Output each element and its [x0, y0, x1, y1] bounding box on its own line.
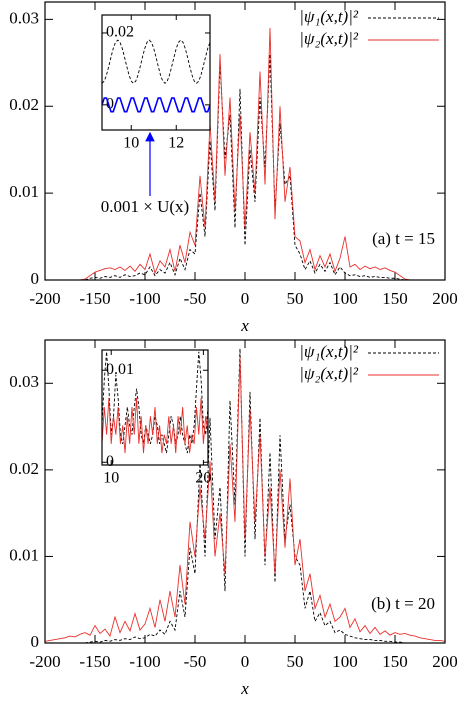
- x-tick-label: 12: [168, 135, 184, 152]
- x-tick-label: -50: [184, 652, 207, 671]
- y-tick-label: 0.02: [106, 24, 134, 41]
- panel-label: (b) t = 20: [371, 594, 435, 613]
- x-tick-label: -200: [29, 652, 60, 671]
- y-tick-label: 0: [106, 96, 114, 113]
- series-group: [102, 39, 210, 113]
- x-tick-label: 200: [432, 289, 458, 308]
- plot-frame: [101, 349, 209, 466]
- x-tick-label: 50: [287, 289, 304, 308]
- y-tick-label: 0.02: [9, 95, 39, 114]
- data-line: [45, 348, 445, 643]
- x-tick-label: 150: [382, 289, 408, 308]
- x-tick-label: 0: [241, 652, 250, 671]
- x-tick-label: 100: [332, 652, 358, 671]
- legend-label: |ψ₂(x,t)|²: [299, 29, 359, 48]
- inset: 10 12 0 0.02: [101, 14, 211, 152]
- inset: 10 20 0 0.01: [101, 349, 211, 487]
- x-tick-label: -150: [79, 652, 110, 671]
- y-tick-label: 0.03: [9, 8, 39, 27]
- y-tick-label: 0.01: [9, 545, 39, 564]
- data-line: [45, 54, 445, 280]
- y-tick-label: 0: [106, 453, 114, 470]
- panel-label: (a) t = 15: [372, 229, 435, 248]
- series-group: [45, 348, 445, 643]
- y-tick-label: 0.01: [106, 361, 134, 378]
- plot-frame: [101, 14, 211, 131]
- y-tick-label: 0.02: [9, 459, 39, 478]
- annotation: 0.001 × U(x): [101, 197, 189, 216]
- x-tick-label: -150: [79, 289, 110, 308]
- data-line: [102, 351, 208, 454]
- x-tick-label: 10: [123, 135, 139, 152]
- legend-label: |ψ₁(x,t)|²: [299, 7, 359, 26]
- x-tick-label: 200: [432, 652, 458, 671]
- x-tick-label: -50: [184, 289, 207, 308]
- panel: -200 -150 -100 -50 0 50 100 150 20000.010.020.03…: [9, 339, 458, 698]
- series-group: [45, 28, 445, 280]
- x-tick-label: 0: [241, 289, 250, 308]
- data-line: [45, 28, 445, 280]
- plot-frame: [44, 1, 446, 281]
- x-tick-label: -200: [29, 289, 60, 308]
- data-line: [102, 97, 210, 113]
- x-tick-label: 10: [103, 470, 119, 487]
- data-line: [102, 39, 210, 84]
- y-tick-label: 0.03: [9, 372, 39, 391]
- legend-label: |ψ₂(x,t)|²: [299, 364, 359, 383]
- x-axis-label: x: [240, 316, 249, 335]
- panel: -200 -150 -100 -50 0 50 100 150 20000.010.020.03…: [9, 1, 458, 335]
- x-tick-label: -100: [129, 652, 160, 671]
- x-tick-label: -100: [129, 289, 160, 308]
- x-tick-label: 50: [287, 652, 304, 671]
- x-axis-label: x: [240, 679, 249, 698]
- data-line: [45, 357, 445, 642]
- plot-frame: [44, 339, 446, 644]
- data-line: [102, 397, 208, 454]
- legend-label: |ψ₁(x,t)|²: [299, 342, 359, 361]
- y-tick-label: 0: [31, 269, 40, 288]
- y-tick-label: 0: [31, 632, 40, 651]
- x-tick-label: 150: [382, 652, 408, 671]
- x-tick-label: 100: [332, 289, 358, 308]
- x-tick-label: 20: [195, 470, 211, 487]
- y-tick-label: 0.01: [9, 182, 39, 201]
- series-group: [102, 351, 208, 454]
